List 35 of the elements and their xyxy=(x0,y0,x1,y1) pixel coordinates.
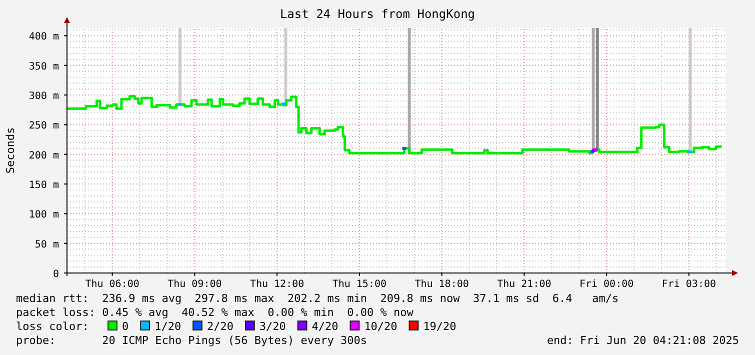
legend-title: loss color: xyxy=(16,320,89,333)
x-tick-label: Thu 09:00 xyxy=(168,279,222,290)
x-tick-label: Fri 00:00 xyxy=(579,279,634,290)
y-tick-label: 50 m xyxy=(34,239,59,250)
legend-label: 0 xyxy=(122,320,129,333)
x-tick-label: Thu 06:00 xyxy=(85,279,140,290)
legend-label: 3/20 xyxy=(259,320,286,333)
x-tick-label: Thu 15:00 xyxy=(332,279,387,290)
legend-label: 4/20 xyxy=(312,320,338,333)
legend-label: 1/20 xyxy=(154,320,182,333)
legend-label: 19/20 xyxy=(423,320,456,333)
y-axis-title: Seconds xyxy=(4,127,17,174)
text: end: Fri Jun 20 04:21:08 2025 xyxy=(546,334,739,347)
text: packet loss: 0.45 % avg 40.52 % max 0.00 % min 0.00 % now xyxy=(16,306,414,319)
x-tick-label: Thu 12:00 xyxy=(250,279,304,290)
x-tick-label: Thu 18:00 xyxy=(414,279,469,290)
y-tick-label: 100 m xyxy=(28,210,59,221)
text: probe: 20 ICMP Echo Pings (56 Bytes) every 300s xyxy=(16,334,367,347)
y-tick-label: 350 m xyxy=(28,61,59,72)
chart-title: Last 24 Hours from HongKong xyxy=(280,7,476,21)
x-tick-label: Thu 21:00 xyxy=(497,279,552,290)
y-tick-label: 250 m xyxy=(28,120,59,132)
legend-label: 10/20 xyxy=(364,320,398,333)
point xyxy=(281,102,286,106)
y-tick-label: 150 m xyxy=(28,180,59,192)
y-tick-label: 400 m xyxy=(28,32,59,43)
x-tick-label: Fri 03:00 xyxy=(662,279,716,290)
text: median rtt: 236.9 ms avg 297.8 ms max 202.2 ms min 209.8 ms now 37.1 ms sd 6.4 am/s xyxy=(16,292,619,305)
y-tick-label: 200 m xyxy=(28,150,59,162)
y-tick-label: 0 xyxy=(52,269,59,280)
point xyxy=(402,146,406,150)
y-tick-label: 300 m xyxy=(28,91,59,102)
point xyxy=(178,103,182,106)
legend-label: 2/20 xyxy=(207,320,234,333)
point xyxy=(686,150,691,154)
